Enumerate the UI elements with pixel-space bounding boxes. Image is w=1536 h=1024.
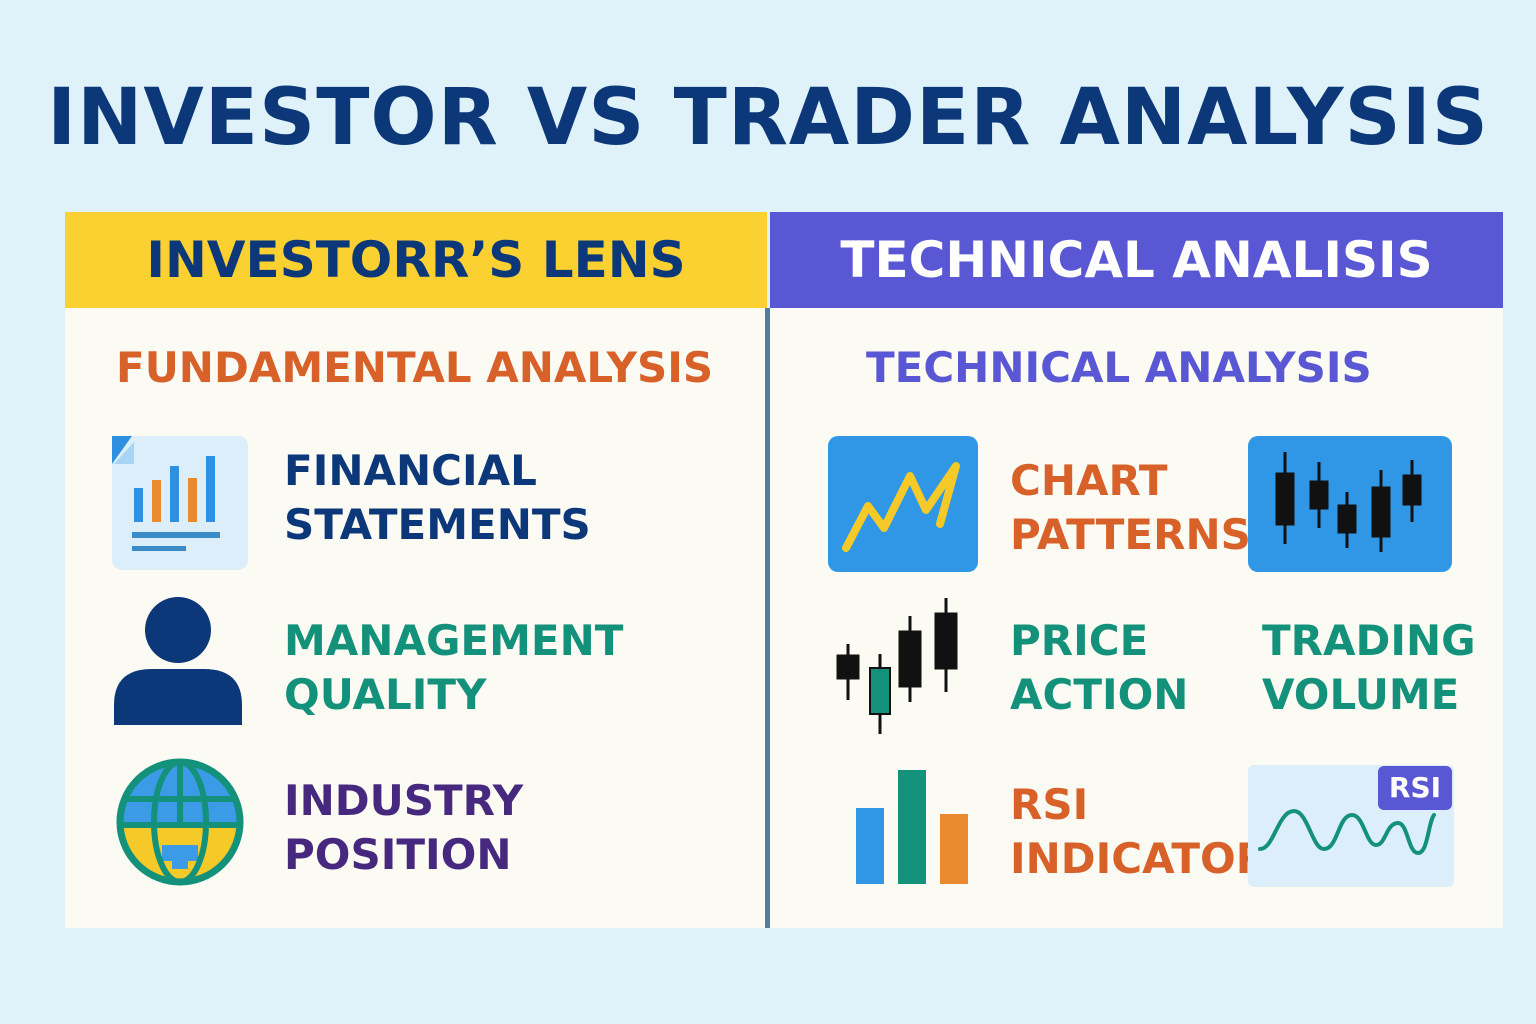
technical-analysis-subheading: TECHNICAL ANALYSIS	[866, 343, 1372, 392]
management-quality-label: MANAGEMENT QUALITY	[284, 614, 623, 722]
price-action-line2: ACTION	[1010, 670, 1189, 719]
candlestick-chart-icon	[1248, 436, 1452, 572]
trading-volume-label: TRADING VOLUME	[1262, 614, 1476, 722]
chart-patterns-line2: PATTERNS	[1010, 510, 1251, 559]
bar-chart-icon	[856, 770, 968, 886]
price-action-line1: PRICE	[1010, 616, 1149, 665]
trading-volume-line1: TRADING	[1262, 616, 1476, 665]
chart-patterns-label: CHART PATTERNS	[1010, 454, 1251, 562]
chart-patterns-line1: CHART	[1010, 456, 1168, 505]
financial-statements-label: FINANCIAL STATEMENTS	[284, 444, 591, 552]
industry-position-label: INDUSTRY POSITION	[284, 774, 523, 882]
industry-position-line2: POSITION	[284, 830, 512, 879]
rsi-badge: RSI	[1378, 766, 1452, 810]
panel-divider	[765, 308, 770, 928]
page-title: INVESTOR VS TRADER ANALYSIS	[47, 73, 1489, 163]
industry-position-line1: INDUSTRY	[284, 776, 524, 825]
management-quality-line2: QUALITY	[284, 670, 487, 719]
financial-statements-line1: FINANCIAL	[284, 446, 537, 495]
investor-lens-header: INVESTORR’S LENS	[65, 212, 767, 308]
financial-statements-line2: STATEMENTS	[284, 500, 591, 549]
fundamental-analysis-subheading: FUNDAMENTAL ANALYSIS	[116, 343, 714, 392]
rsi-indicator-line1: RSI	[1010, 780, 1089, 829]
technical-analysis-header: TECHNICAL ANALISIS	[770, 212, 1503, 308]
person-icon	[112, 597, 244, 725]
rsi-indicator-line2: INDICATOR	[1010, 834, 1269, 883]
rsi-indicator-label: RSI INDICATOR	[1010, 778, 1268, 886]
globe-icon	[114, 757, 246, 887]
management-quality-line1: MANAGEMENT	[284, 616, 624, 665]
financial-report-icon	[112, 436, 248, 570]
trading-volume-line2: VOLUME	[1262, 670, 1460, 719]
price-action-label: PRICE ACTION	[1010, 614, 1188, 722]
candlestick-icon	[834, 598, 964, 738]
line-chart-icon	[828, 436, 978, 572]
